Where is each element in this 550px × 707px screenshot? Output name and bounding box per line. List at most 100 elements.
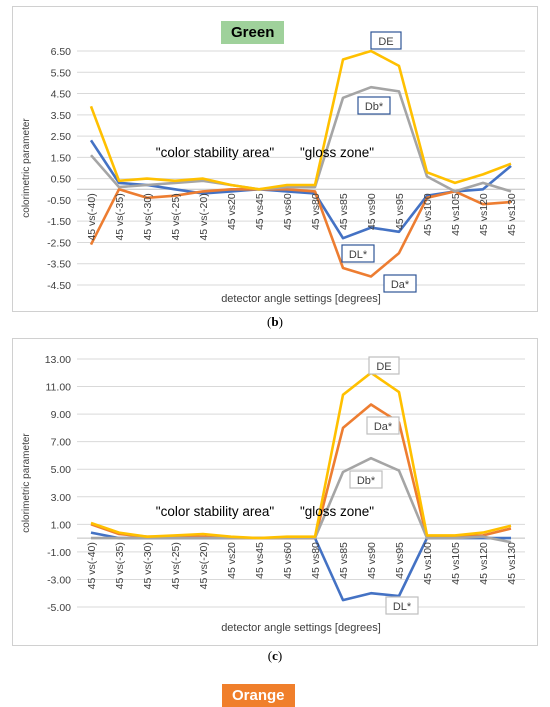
callout-label: Da* xyxy=(391,279,410,291)
callout-label: Db* xyxy=(357,475,376,487)
callout-label: DL* xyxy=(393,601,412,613)
x-tick-label: 45 vs90 xyxy=(366,193,378,230)
y-tick-label: 5.00 xyxy=(51,464,72,476)
callout-box xyxy=(341,244,375,263)
x-tick-label: 45 vs130 xyxy=(506,542,518,585)
x-tick-label: 45 vs85 xyxy=(338,193,350,230)
callout-box xyxy=(366,416,400,435)
chart-panel-green: 6.50 5.50 4.50 3.50 2.50 1.50 0.50 -0.50 -1.50 -2… xyxy=(12,6,538,312)
y-tick-label: -3.50 xyxy=(47,259,71,271)
series-callout-de: DE xyxy=(370,31,402,50)
callout-label: DL* xyxy=(349,249,368,261)
x-tick-label: 45 vs95 xyxy=(394,542,406,579)
y-tick-label: 3.00 xyxy=(51,492,72,504)
x-tick-label: 45 vs(-40) xyxy=(86,193,98,240)
y-tick-label: 2.50 xyxy=(51,131,72,143)
y-tick-label: 0.50 xyxy=(51,174,72,186)
y-tick-label: 4.50 xyxy=(51,89,72,101)
x-tick-label: 45 vs130 xyxy=(506,193,518,236)
series-callout-dastar: Da* xyxy=(383,274,417,293)
y-tick-label: 1.00 xyxy=(51,519,72,531)
x-tick-label: 45 vs45 xyxy=(254,542,266,579)
x-axis-label: detector angle settings [degrees] xyxy=(221,622,381,634)
series-line-de xyxy=(90,371,512,540)
caption-b-letter: b xyxy=(271,314,279,329)
callout-label: Da* xyxy=(374,421,393,433)
callout-label: DE xyxy=(378,36,393,48)
series-line-dbstar xyxy=(90,85,512,193)
x-tick-label: 45 vs(-25) xyxy=(170,193,182,240)
x-tick-label: 45 vs100 xyxy=(422,193,434,236)
x-tick-label: 45 vs(-35) xyxy=(114,542,126,589)
x-tick-label: 45 vs105 xyxy=(450,193,462,236)
y-tick-label: -4.50 xyxy=(47,280,71,292)
series-line-dbstar xyxy=(91,456,512,544)
callout-box xyxy=(349,470,383,489)
y-tick-label: 6.50 xyxy=(51,46,72,58)
x-tick-label: 45 vs60 xyxy=(282,542,294,579)
series-line-dastar xyxy=(89,188,512,278)
y-tick-label: -0.50 xyxy=(47,195,71,207)
y-tick-label: 1.50 xyxy=(51,152,72,164)
chart-panel-orange: 13.00 11.00 9.00 7.00 5.00 3.00 1.00 -1.00 -3.00… xyxy=(12,338,538,707)
y-axis-label: colorimetric parameter xyxy=(21,118,32,218)
series-callout-dbstar: Db* xyxy=(349,470,383,489)
callout-box xyxy=(385,596,419,615)
caption-c-letter: c xyxy=(272,648,278,663)
annotation-color-stability: "color stability area" xyxy=(156,145,275,160)
x-tick-label: 45 vs90 xyxy=(366,542,378,579)
chart-title-orange: Orange xyxy=(222,684,295,707)
x-tick-label: 45 vs95 xyxy=(394,193,406,230)
annotation-gloss-zone: "gloss zone" xyxy=(300,504,374,519)
x-tick-label: 45 vs105 xyxy=(450,542,462,585)
y-tick-label: 11.00 xyxy=(46,382,72,394)
series-callout-de: DE xyxy=(368,356,400,375)
caption-b: (b) xyxy=(267,314,283,329)
x-tick-label: 45 vs120 xyxy=(478,193,490,236)
x-tick-label: 45 vs60 xyxy=(282,193,294,230)
x-tick-label: 45 vs(-35) xyxy=(114,193,126,240)
callout-label: DE xyxy=(376,361,391,373)
y-tick-label: -5.00 xyxy=(47,602,71,614)
y-tick-label: 7.00 xyxy=(51,437,72,449)
annotation-gloss-zone: "gloss zone" xyxy=(300,145,374,160)
y-axis-label: colorimetric parameter xyxy=(21,433,32,533)
callout-box xyxy=(370,31,402,50)
series-callout-dastar: Da* xyxy=(366,416,400,435)
y-tick-label: 9.00 xyxy=(51,409,72,421)
caption-c: (c) xyxy=(267,648,283,663)
chart-orange: 13.00 11.00 9.00 7.00 5.00 3.00 1.00 -1.00 -3.00… xyxy=(21,354,525,634)
chart-green: 6.50 5.50 4.50 3.50 2.50 1.50 0.50 -0.50 -1.50 -2… xyxy=(21,31,525,305)
x-tick-label: 45 vs100 xyxy=(422,542,434,585)
y-tick-label: -2.50 xyxy=(47,237,71,249)
callout-label: Db* xyxy=(365,101,384,113)
x-tick-label: 45 vs(-40) xyxy=(86,542,98,589)
x-tick-label: 45 vs(-20) xyxy=(198,542,210,589)
x-tick-label: 45 vs20 xyxy=(226,193,238,230)
x-tick-label: 45 vs120 xyxy=(478,542,490,585)
y-tick-label: 5.50 xyxy=(51,67,72,79)
y-tick-label: -1.50 xyxy=(47,216,71,228)
y-tick-label: -1.00 xyxy=(47,547,71,559)
y-tick-label: 3.50 xyxy=(51,110,72,122)
x-tick-label: 45 vs(-20) xyxy=(198,193,210,240)
x-tick-label: 45 vs(-25) xyxy=(170,542,182,589)
x-tick-label: 45 vs80 xyxy=(310,542,322,579)
annotation-color-stability: "color stability area" xyxy=(156,504,275,519)
x-tick-label: 45 vs20 xyxy=(226,542,238,579)
chart-title-green: Green xyxy=(221,21,285,44)
callout-box xyxy=(383,274,417,293)
callout-box xyxy=(357,96,391,115)
y-tick-label: -3.00 xyxy=(47,574,71,586)
series-line-de xyxy=(89,49,512,191)
x-tick-label: 45 vs85 xyxy=(338,542,350,579)
x-tick-label: 45 vs(-30) xyxy=(142,542,154,589)
series-callout-dlstar: DL* xyxy=(341,244,375,263)
x-tick-label: 45 vs80 xyxy=(310,193,322,230)
x-tick-label: 45 vs(-30) xyxy=(142,193,154,240)
x-axis-label: detector angle settings [degrees] xyxy=(221,293,381,305)
x-tick-label: 45 vs45 xyxy=(254,193,266,230)
y-tick-label: 13.00 xyxy=(45,354,71,366)
callout-box xyxy=(368,356,400,375)
series-callout-dlstar: DL* xyxy=(385,596,419,615)
